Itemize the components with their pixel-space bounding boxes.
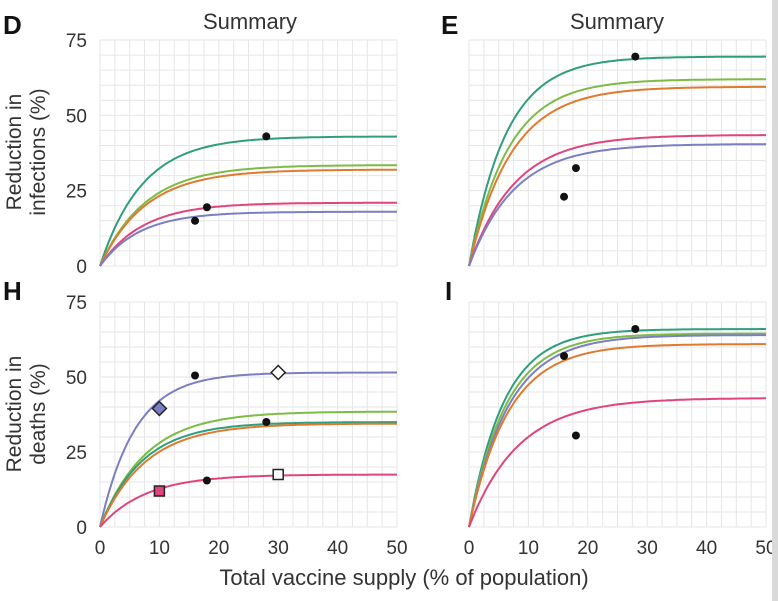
y-tick-label-d: 75 xyxy=(66,31,87,52)
x-tick-label-i: 40 xyxy=(696,538,717,559)
data-point-purple xyxy=(560,192,569,201)
series-line-orange xyxy=(99,168,397,267)
data-point-teal xyxy=(262,132,271,141)
data-point-pink xyxy=(202,476,211,485)
panel-e xyxy=(468,39,767,267)
data-point-purple xyxy=(191,371,200,380)
x-tick-label-i: 50 xyxy=(755,538,776,559)
series-line-pink xyxy=(99,473,397,528)
y-axis-label-infections-line1: Reduction in xyxy=(3,94,26,211)
data-point-purple xyxy=(560,352,569,360)
series-line-purple xyxy=(468,143,767,267)
series-line-pink xyxy=(468,134,766,267)
series-line-pink xyxy=(468,397,766,528)
data-point-pink xyxy=(571,164,580,173)
data-point-teal xyxy=(631,325,640,333)
diamond-marker-purple xyxy=(151,400,168,417)
x-tick-label-h: 10 xyxy=(149,538,170,559)
y-tick-label-d: 50 xyxy=(66,106,87,127)
series-line-purple xyxy=(468,334,766,528)
square-marker-pink xyxy=(153,485,166,497)
panel-h-letter: H xyxy=(3,276,22,306)
series-line-green xyxy=(468,332,766,528)
y-tick-label-h: 75 xyxy=(66,293,87,314)
series-line-purple xyxy=(99,371,397,528)
y-axis-label-deaths-line2: deaths (%) xyxy=(27,363,50,465)
y-tick-label-h: 50 xyxy=(66,368,87,389)
series-line-teal xyxy=(468,328,766,528)
series-line-green xyxy=(468,78,766,267)
x-tick-label-h: 20 xyxy=(208,538,229,559)
series-line-orange xyxy=(468,343,766,528)
panel-d-title: Summary xyxy=(203,9,297,34)
x-axis-label: Total vaccine supply (% of population) xyxy=(219,565,588,590)
series-line-orange xyxy=(99,422,397,528)
data-point-pink xyxy=(571,431,580,440)
panel-d: 0 25 50 75 xyxy=(66,31,398,278)
series-line-purple xyxy=(99,210,397,267)
panel-e-letter: E xyxy=(441,10,458,40)
series-line-teal xyxy=(468,55,766,267)
x-tick-label-h: 40 xyxy=(327,538,348,559)
panel-e-title: Summary xyxy=(570,9,664,34)
series-line-orange xyxy=(468,85,766,267)
series-line-green xyxy=(99,410,397,528)
x-tick-label-i: 0 xyxy=(464,538,475,559)
panel-h: 0 25 50 75 0 10 20 30 40 50 xyxy=(66,293,408,559)
panel-i: 0 10 20 30 40 50 xyxy=(464,301,777,559)
y-axis-label-deaths-line1: Reduction in xyxy=(3,356,26,473)
y-tick-label-d: 0 xyxy=(76,257,87,278)
series-line-pink xyxy=(99,201,397,267)
diamond-marker-purple xyxy=(270,364,287,381)
x-tick-label-h: 30 xyxy=(268,538,289,559)
x-tick-label-i: 10 xyxy=(518,538,539,559)
series-line-teal xyxy=(99,135,398,267)
y-tick-label-h: 25 xyxy=(66,443,87,464)
data-point-purple xyxy=(191,216,200,225)
y-tick-label-h: 0 xyxy=(76,518,87,539)
x-tick-label-h: 50 xyxy=(386,538,407,559)
data-point-pink xyxy=(202,203,211,212)
x-tick-label-i: 30 xyxy=(637,538,658,559)
x-tick-label-i: 20 xyxy=(577,538,598,559)
series-line-teal xyxy=(99,421,397,528)
x-tick-label-h: 0 xyxy=(95,538,106,559)
data-point-teal xyxy=(262,418,271,426)
page-edge xyxy=(772,0,778,601)
data-point-teal xyxy=(631,52,640,61)
y-tick-label-d: 25 xyxy=(66,182,87,203)
panel-d-letter: D xyxy=(3,10,22,40)
panels-layer: 0 25 50 75 0 25 50 75 0 10 20 30 40 50 0 10 20 30 40 50 xyxy=(66,31,777,559)
panel-i-letter: I xyxy=(445,276,452,306)
y-axis-label-infections-line2: infections (%) xyxy=(27,88,50,215)
series-line-green xyxy=(99,164,397,267)
square-marker-pink xyxy=(272,468,284,481)
